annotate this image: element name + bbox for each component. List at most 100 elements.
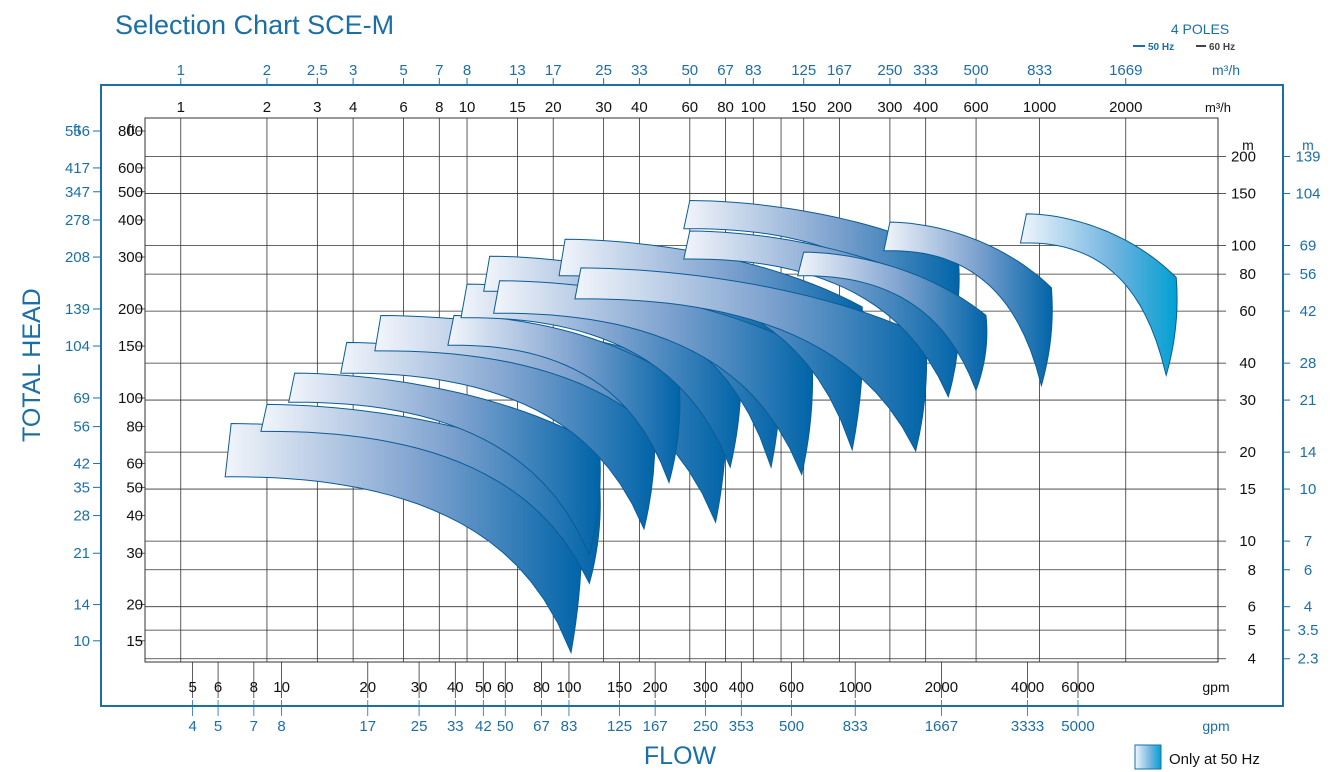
tick-label-m: 80	[1239, 266, 1256, 283]
tick-label-top60: 8	[463, 62, 471, 79]
tick-label-top60: 50	[681, 62, 698, 79]
tick-label-gpm60: 5000	[1061, 718, 1094, 735]
tick-label-gpm: 8	[250, 679, 258, 696]
tick-label-gpm: 150	[607, 679, 632, 696]
tick-label-gpm60: 83	[561, 718, 578, 735]
unit-label-gpm60: gpm	[1202, 718, 1229, 734]
tick-label-m3h: 400	[913, 99, 938, 116]
tick-label-m60: 21	[1300, 392, 1317, 409]
tick-label-ft: 80	[126, 419, 143, 436]
tick-label-gpm60: 353	[729, 718, 754, 735]
tick-label-top60: 5	[399, 62, 407, 79]
tick-label-m3h: 2	[263, 99, 271, 116]
tick-label-gpm60: 33	[447, 718, 464, 735]
only50-swatch	[1134, 744, 1162, 770]
tick-label-ft: 30	[126, 545, 143, 562]
tick-label-gpm: 100	[556, 679, 581, 696]
pump-curve-band	[447, 314, 681, 484]
tick-label-ft60: 21	[73, 545, 90, 562]
tick-label-ft: 100	[118, 390, 143, 407]
tick-label-m60: 69	[1300, 238, 1317, 255]
tick-label-m60: 42	[1300, 303, 1317, 320]
tick-label-gpm60: 67	[533, 718, 550, 735]
tick-label-ft: 500	[118, 184, 143, 201]
tick-label-m60: 4	[1304, 599, 1312, 616]
tick-label-m3h: 60	[681, 99, 698, 116]
tick-label-m3h: 15	[509, 99, 526, 116]
only50-label: Only at 50 Hz	[1169, 751, 1260, 768]
poles-label: 4 POLES	[1171, 21, 1229, 37]
tick-label-m3h: 2000	[1109, 99, 1142, 116]
pump-curve-band	[1019, 213, 1178, 378]
tick-label-m60: 7	[1304, 533, 1312, 550]
unit-label-ft60: ft	[73, 121, 81, 137]
tick-label-m: 8	[1248, 562, 1256, 579]
tick-label-ft: 300	[118, 249, 143, 266]
tick-label-gpm: 1000	[839, 679, 872, 696]
tick-label-m3h: 80	[717, 99, 734, 116]
tick-label-ft: 800	[118, 123, 143, 140]
tick-label-m60: 6	[1304, 562, 1312, 579]
tick-label-gpm: 2000	[925, 679, 958, 696]
tick-label-ft: 150	[118, 338, 143, 355]
tick-label-gpm60: 833	[843, 718, 868, 735]
tick-label-top60: 17	[545, 62, 562, 79]
tick-label-top60: 3	[349, 62, 357, 79]
legend-50hz-label: 50 Hz	[1148, 42, 1174, 53]
tick-label-ft60: 42	[73, 456, 90, 473]
tick-label-m3h: 600	[964, 99, 989, 116]
tick-label-top60: 833	[1027, 62, 1052, 79]
tick-label-gpm60: 50	[497, 718, 514, 735]
tick-label-m: 5	[1248, 622, 1256, 639]
pump-curves	[224, 199, 1178, 655]
tick-label-gpm: 6000	[1061, 679, 1094, 696]
tick-label-m: 200	[1231, 149, 1256, 166]
tick-label-m3h: 200	[827, 99, 852, 116]
chart-title: Selection Chart SCE-M	[115, 10, 394, 40]
tick-label-gpm: 30	[411, 679, 428, 696]
pump-curve-band	[883, 221, 1053, 388]
tick-label-m60: 139	[1295, 149, 1320, 166]
tick-label-gpm: 80	[533, 679, 550, 696]
tick-label-m60: 3.5	[1298, 622, 1319, 639]
tick-label-gpm60: 4	[188, 718, 196, 735]
tick-label-m: 6	[1248, 599, 1256, 616]
tick-label-gpm60: 7	[250, 718, 258, 735]
tick-label-gpm: 600	[779, 679, 804, 696]
tick-label-ft60: 28	[73, 508, 90, 525]
tick-label-m3h: 4	[349, 99, 357, 116]
tick-label-m60: 28	[1300, 355, 1317, 372]
tick-label-m: 100	[1231, 238, 1256, 255]
tick-label-top60: 250	[877, 62, 902, 79]
tick-label-gpm: 200	[643, 679, 668, 696]
tick-label-gpm: 40	[447, 679, 464, 696]
tick-label-ft: 20	[126, 597, 143, 614]
tick-label-m3h: 30	[595, 99, 612, 116]
tick-label-m3h: 10	[459, 99, 476, 116]
tick-label-gpm: 400	[729, 679, 754, 696]
tick-label-m60: 2.3	[1298, 651, 1319, 668]
tick-label-ft60: 278	[65, 212, 90, 229]
y-axis-title: TOTAL HEAD	[18, 288, 46, 442]
pump-curve-band	[797, 251, 988, 392]
tick-label-ft: 400	[118, 212, 143, 229]
tick-label-gpm: 4000	[1011, 679, 1044, 696]
tick-label-ft60: 139	[65, 301, 90, 318]
pump-curve-band	[288, 372, 601, 557]
tick-label-ft: 200	[118, 301, 143, 318]
tick-label-top60: 67	[717, 62, 734, 79]
tick-label-m3h: 1000	[1023, 99, 1056, 116]
tick-label-m: 30	[1239, 392, 1256, 409]
tick-label-top60: 167	[827, 62, 852, 79]
tick-label-ft: 600	[118, 160, 143, 177]
tick-label-ft: 50	[126, 479, 143, 496]
tick-label-m3h: 8	[435, 99, 443, 116]
tick-label-gpm60: 250	[693, 718, 718, 735]
grid	[93, 78, 1290, 716]
tick-label-ft60: 10	[73, 633, 90, 650]
tick-label-m3h: 1	[177, 99, 185, 116]
tick-label-m: 10	[1239, 533, 1256, 550]
tick-label-gpm60: 42	[475, 718, 492, 735]
tick-label-gpm: 300	[693, 679, 718, 696]
